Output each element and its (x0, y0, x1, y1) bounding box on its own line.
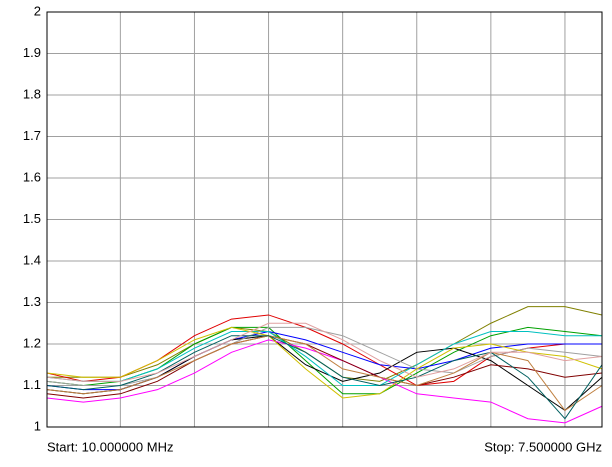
trace (46, 335, 603, 412)
y-tick-label: 1.4 (23, 252, 41, 267)
y-tick-label: 1.1 (23, 377, 41, 392)
start-label: Start: 10.000000 MHz (47, 439, 173, 454)
y-tick-label: 1.5 (23, 211, 41, 226)
stop-label: Stop: 7.500000 GHz (484, 439, 602, 454)
y-tick-label: 1.7 (23, 128, 41, 143)
y-tick-label: 2 (34, 3, 41, 18)
y-tick-label: 1.9 (23, 45, 41, 60)
y-tick-label: 1.6 (23, 169, 41, 184)
trace (46, 326, 603, 399)
trace (46, 331, 602, 386)
y-tick-label: 1.8 (23, 86, 41, 101)
y-tick-label: 1 (34, 418, 41, 433)
plot-border (46, 11, 603, 428)
trace (46, 339, 603, 424)
y-tick-label: 1.2 (23, 335, 41, 350)
trace (46, 335, 603, 420)
trace (46, 335, 603, 399)
y-tick-label: 1.3 (23, 294, 41, 309)
trace (46, 322, 603, 382)
